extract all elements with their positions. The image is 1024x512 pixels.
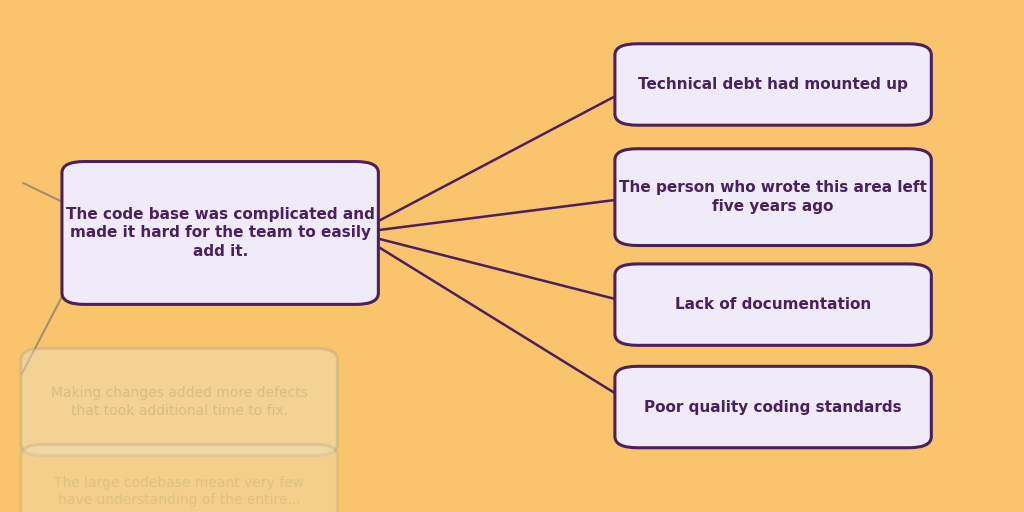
FancyBboxPatch shape [614, 44, 932, 125]
Text: The code base was complicated and
made it hard for the team to easily
add it.: The code base was complicated and made i… [66, 207, 375, 259]
Text: The large codebase meant very few
have understanding of the entire...: The large codebase meant very few have u… [54, 476, 304, 507]
FancyBboxPatch shape [614, 367, 932, 447]
Text: Making changes added more defects
that took additional time to fix.: Making changes added more defects that t… [51, 386, 307, 418]
FancyBboxPatch shape [20, 348, 337, 456]
FancyBboxPatch shape [614, 148, 932, 246]
FancyBboxPatch shape [20, 444, 337, 512]
FancyBboxPatch shape [61, 162, 379, 304]
Text: Technical debt had mounted up: Technical debt had mounted up [638, 77, 908, 92]
FancyBboxPatch shape [614, 264, 932, 345]
Text: Lack of documentation: Lack of documentation [675, 297, 871, 312]
Text: Poor quality coding standards: Poor quality coding standards [644, 399, 902, 415]
Text: The person who wrote this area left
five years ago: The person who wrote this area left five… [620, 180, 927, 214]
